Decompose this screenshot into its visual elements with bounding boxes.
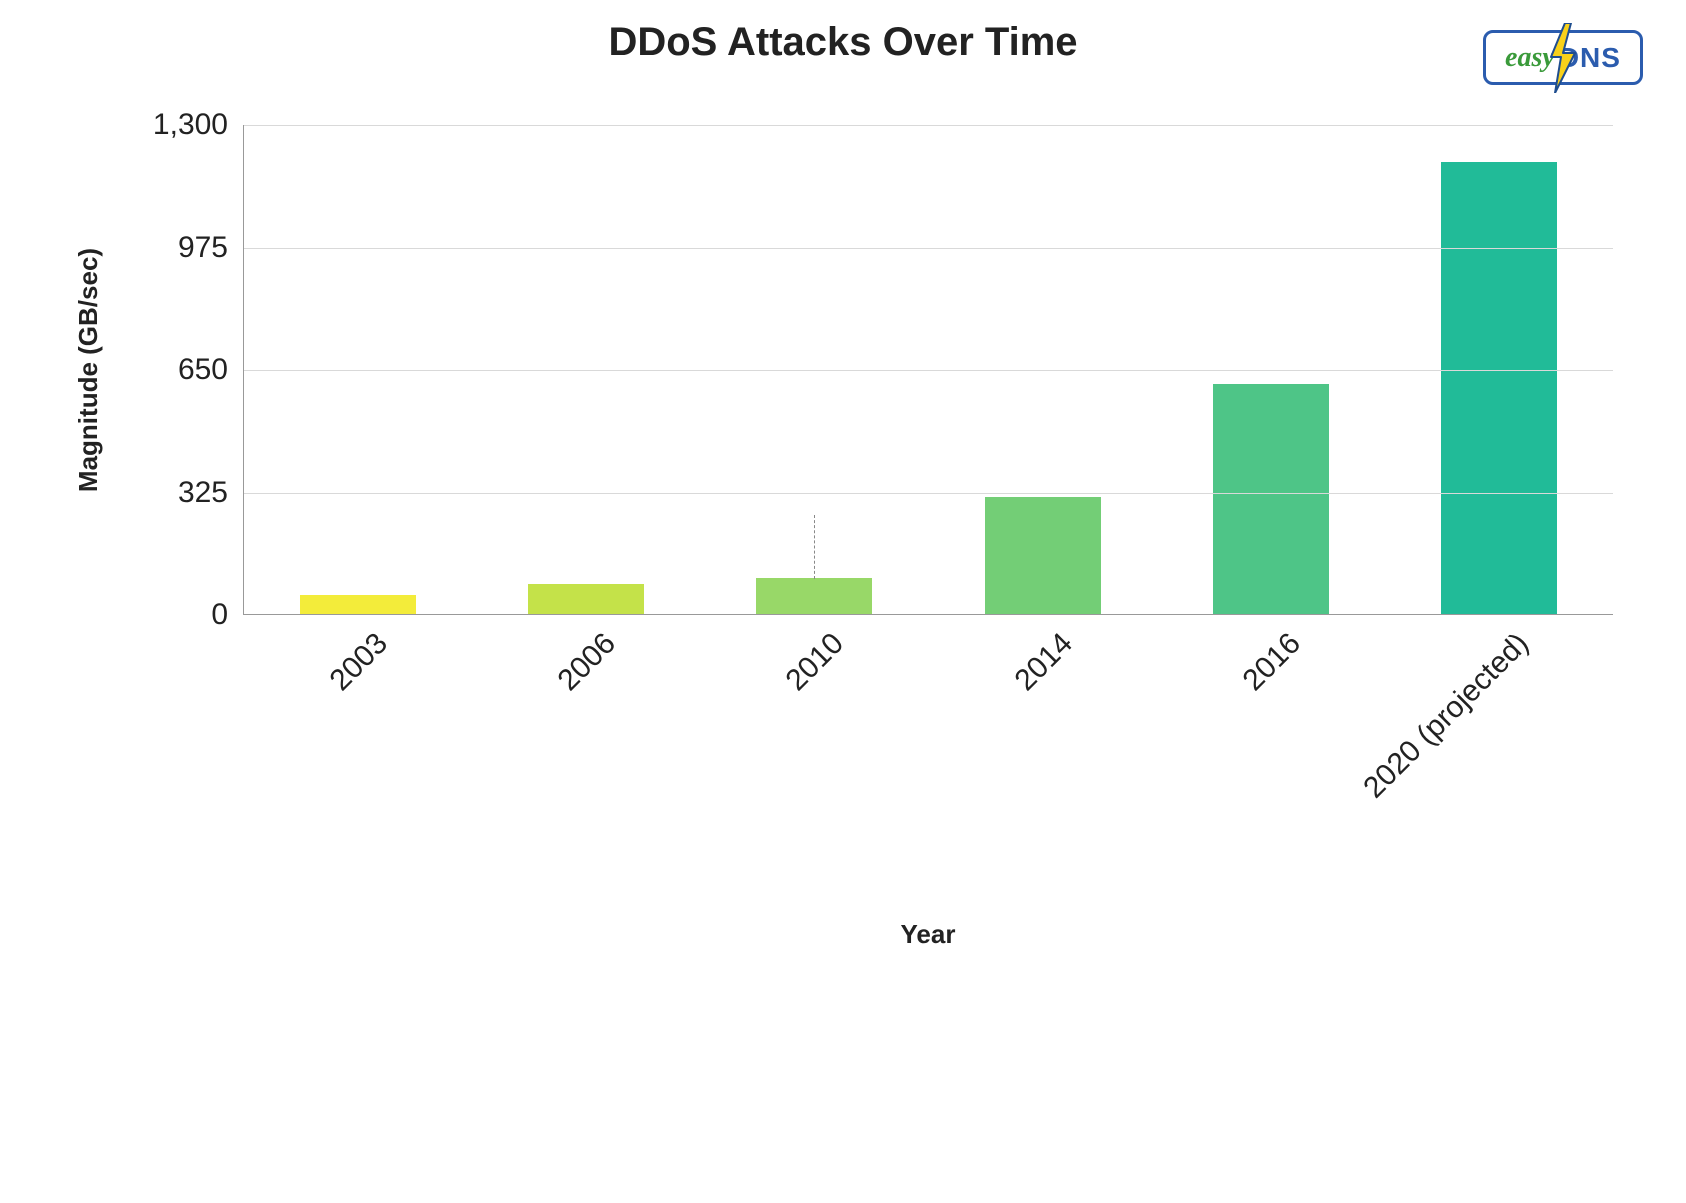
y-tick-label: 650 (178, 353, 228, 387)
x-tick-label: 2020 (projected) (1357, 627, 1536, 806)
x-tick-label: 2010 (780, 627, 851, 698)
y-axis-label: Magnitude (GB/sec) (73, 248, 104, 492)
gridline (244, 493, 1613, 494)
gridline (244, 370, 1613, 371)
x-tick-label: 2014 (1008, 627, 1079, 698)
x-tick-label: 2006 (552, 627, 623, 698)
chart-title: DDoS Attacks Over Time (43, 20, 1643, 65)
bar (1441, 162, 1557, 614)
logo-text-easy: easy (1505, 42, 1555, 74)
logo-text-dns: DNS (1559, 42, 1621, 74)
bar (300, 595, 416, 614)
gridline (244, 248, 1613, 249)
x-axis-label: Year (243, 919, 1613, 950)
plot-area: 200320062010201420162020 (projected) 032… (243, 125, 1613, 615)
bar (985, 497, 1101, 614)
y-tick-label: 325 (178, 476, 228, 510)
bar (528, 584, 644, 614)
bar (756, 578, 872, 614)
dashed-marker (814, 515, 815, 579)
gridline (244, 125, 1613, 126)
y-tick-label: 975 (178, 231, 228, 265)
y-tick-label: 1,300 (153, 108, 228, 142)
x-tick-label: 2016 (1236, 627, 1307, 698)
x-tick-label: 2003 (324, 627, 395, 698)
bar (1213, 384, 1329, 614)
easydns-logo: easy DNS (1483, 30, 1643, 85)
chart-container: DDoS Attacks Over Time easy DNS Magnitud… (43, 20, 1643, 1140)
y-tick-label: 0 (211, 598, 228, 632)
